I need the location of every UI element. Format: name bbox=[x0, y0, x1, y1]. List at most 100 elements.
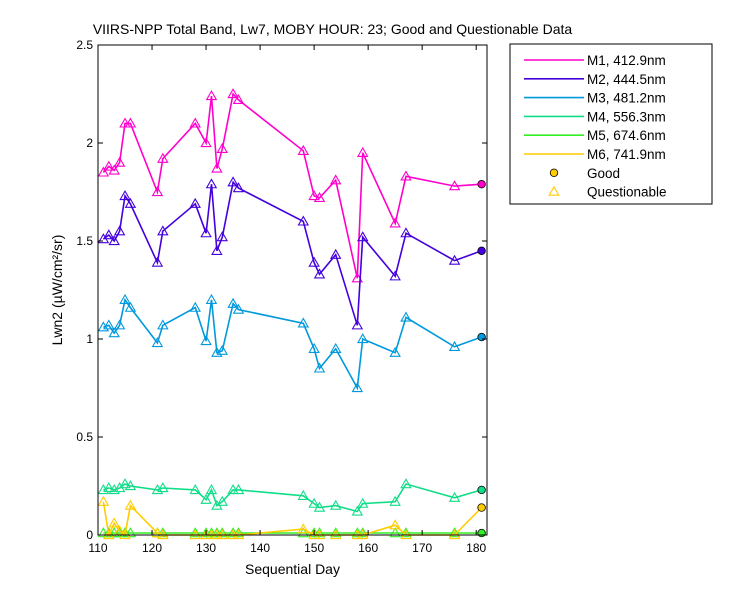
questionable-point bbox=[151, 337, 164, 348]
questionable-point bbox=[103, 160, 115, 171]
good-point bbox=[477, 246, 486, 255]
questionable-point bbox=[308, 342, 320, 353]
questionable-point bbox=[308, 256, 320, 267]
questionable-point bbox=[189, 484, 201, 495]
y-tick-label: 2 bbox=[86, 136, 93, 150]
questionable-point bbox=[119, 478, 131, 489]
questionable-point bbox=[351, 382, 364, 393]
questionable-point bbox=[216, 231, 229, 242]
questionable-point bbox=[308, 190, 320, 201]
questionable-point bbox=[157, 319, 169, 330]
questionable-point bbox=[124, 197, 137, 208]
questionable-point bbox=[297, 489, 310, 500]
series-line-2 bbox=[102, 180, 482, 326]
y-axis-label: Lwn2 (µW/cm²/sr) bbox=[49, 235, 65, 346]
legend-label-5: M5, 674.6nm bbox=[587, 128, 666, 143]
questionable-point bbox=[356, 529, 369, 540]
questionable-point bbox=[232, 484, 245, 495]
questionable-point bbox=[329, 499, 342, 510]
questionable-point bbox=[211, 244, 223, 255]
questionable-point bbox=[189, 197, 201, 208]
questionable-point bbox=[329, 527, 342, 538]
questionable-point bbox=[313, 362, 326, 373]
questionable-point bbox=[157, 225, 169, 236]
axes: 110 120 130 140 150 160 170 180 0 0.5 1 1.5 2 2.5VIIR… bbox=[49, 21, 572, 577]
questionable-point bbox=[124, 117, 137, 128]
plot-background bbox=[98, 45, 487, 535]
good-point bbox=[477, 528, 486, 538]
questionable-point bbox=[157, 529, 169, 540]
x-tick-label: 110 bbox=[88, 541, 107, 555]
questionable-point bbox=[119, 190, 131, 201]
questionable-point bbox=[389, 346, 401, 357]
questionable-point bbox=[108, 517, 120, 528]
questionable-point bbox=[103, 482, 115, 493]
questionable-point bbox=[297, 317, 310, 328]
questionable-point bbox=[157, 482, 169, 493]
questionable-point bbox=[151, 527, 164, 538]
x-tick-label: 180 bbox=[466, 541, 486, 555]
questionable-point bbox=[216, 344, 229, 355]
questionable-point bbox=[356, 231, 369, 242]
questionable-point bbox=[400, 170, 412, 181]
questionable-point bbox=[313, 268, 326, 279]
chart-title: VIIRS-NPP Total Band, Lw7, MOBY HOUR: 23… bbox=[93, 21, 573, 37]
questionable-point bbox=[232, 93, 245, 105]
questionable-point bbox=[205, 178, 218, 189]
axes-box bbox=[97, 44, 488, 536]
questionable-point bbox=[157, 152, 169, 163]
legend-label-2: M2, 444.5nm bbox=[587, 72, 666, 87]
questionable-point bbox=[329, 529, 342, 540]
questionable-point bbox=[200, 493, 212, 504]
questionable-point bbox=[297, 523, 310, 534]
series-line-3 bbox=[103, 297, 482, 391]
questionable-point bbox=[124, 527, 137, 538]
questionable-point bbox=[448, 529, 461, 540]
questionable-point bbox=[329, 174, 342, 185]
questionable-point bbox=[113, 156, 126, 167]
questionable-point bbox=[205, 90, 218, 101]
questionable-point bbox=[389, 217, 401, 228]
questionable-point bbox=[216, 527, 229, 538]
y-tick-label: 0.5 bbox=[76, 430, 93, 444]
questionable-point bbox=[189, 117, 201, 128]
questionable-point bbox=[103, 529, 115, 540]
legend-marker-good bbox=[549, 168, 559, 177]
good-point bbox=[477, 503, 486, 512]
legend: M1, 412.9nm M2, 444.5nm M3, 481.2nm M4, 556… bbox=[509, 43, 713, 205]
questionable-point bbox=[313, 529, 326, 540]
questionable-point bbox=[200, 335, 212, 346]
questionable-point bbox=[216, 529, 229, 540]
x-tick-label: 160 bbox=[358, 541, 378, 555]
series-line-4 bbox=[103, 483, 482, 513]
y-tick-label: 0 bbox=[86, 528, 93, 542]
questionable-point bbox=[119, 529, 131, 540]
legend-label-1: M1, 412.9nm bbox=[587, 53, 666, 68]
questionable-point bbox=[108, 164, 120, 175]
questionable-point bbox=[151, 186, 164, 197]
questionable-point bbox=[448, 254, 461, 265]
questionable-point bbox=[297, 215, 310, 226]
questionable-point bbox=[227, 297, 239, 308]
questionable-point bbox=[97, 166, 110, 177]
questionable-point bbox=[448, 491, 461, 502]
questionable-point bbox=[356, 497, 369, 508]
questionable-point bbox=[329, 342, 342, 353]
questionable-point bbox=[389, 495, 401, 506]
questionable-point bbox=[400, 529, 412, 540]
questionable-point bbox=[124, 499, 137, 510]
questionable-point bbox=[189, 527, 201, 538]
questionable-point bbox=[297, 144, 310, 155]
questionable-point bbox=[124, 480, 137, 491]
x-tick-label: 140 bbox=[250, 541, 270, 555]
x-tick-label: 120 bbox=[142, 541, 162, 555]
questionable-point bbox=[205, 293, 218, 304]
x-tick-label: 150 bbox=[304, 541, 324, 555]
questionable-point bbox=[227, 176, 239, 187]
questionable-point bbox=[108, 235, 120, 246]
legend-box bbox=[509, 43, 713, 205]
questionable-point bbox=[189, 301, 201, 312]
questionable-point bbox=[389, 270, 401, 281]
questionable-point bbox=[232, 303, 245, 314]
questionable-point bbox=[400, 311, 412, 322]
